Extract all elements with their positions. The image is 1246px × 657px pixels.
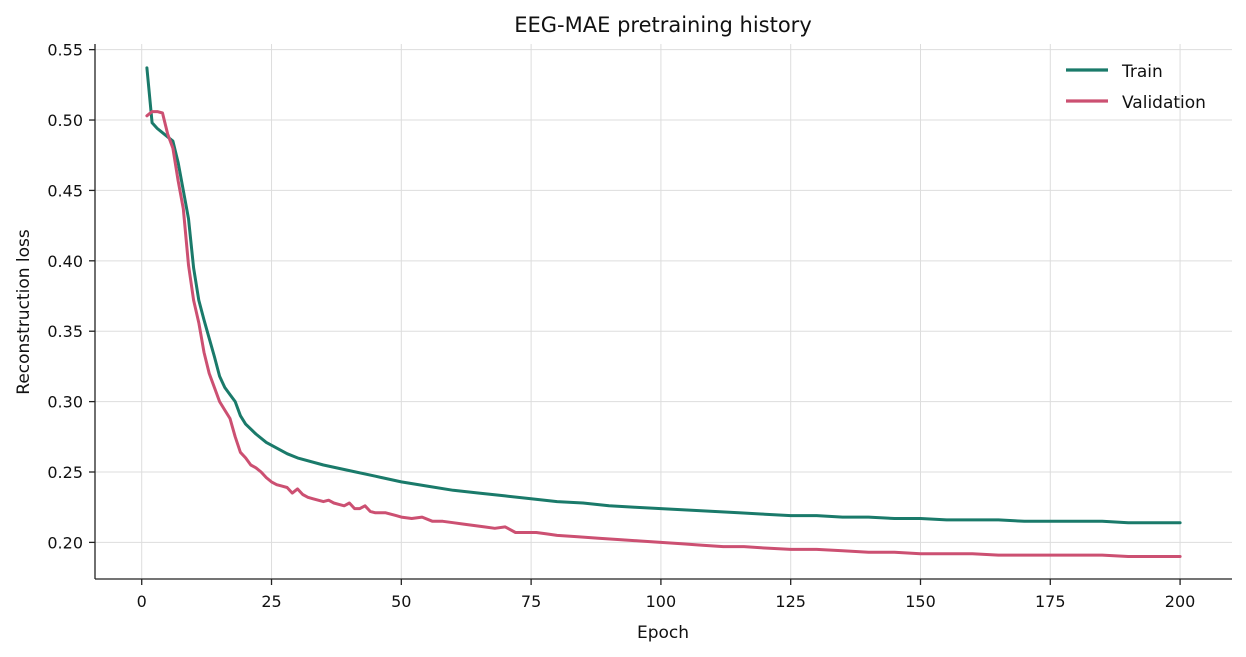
y-tick-label: 0.30 [47, 393, 83, 412]
legend-label-validation: Validation [1122, 93, 1206, 113]
y-tick-label: 0.35 [47, 322, 83, 341]
axes [94, 44, 1232, 580]
y-tick-label: 0.20 [47, 533, 83, 552]
legend: Train Validation [1066, 62, 1206, 113]
series-line-validation [145, 110, 1182, 558]
chart-title: EEG-MAE pretraining history [514, 13, 812, 37]
x-axis-label: Epoch [637, 623, 689, 643]
y-tick-label: 0.55 [47, 41, 83, 60]
y-tick-label: 0.45 [47, 181, 83, 200]
x-tick-label: 100 [646, 592, 677, 611]
x-tick-label: 175 [1035, 592, 1066, 611]
x-tick-label: 200 [1165, 592, 1196, 611]
series-line-train [145, 66, 1182, 525]
ticks: 0 25 50 75 100 125 150 175 200 0.20 0.25 0.30 0.35 0.… [47, 41, 1195, 611]
x-tick-label: 125 [775, 592, 806, 611]
series-lines [145, 66, 1182, 558]
y-axis-label: Reconstruction loss [14, 229, 34, 395]
grid-lines [95, 44, 1232, 579]
legend-label-train: Train [1121, 62, 1163, 82]
x-tick-label: 50 [391, 592, 411, 611]
y-tick-label: 0.40 [47, 252, 83, 271]
y-tick-label: 0.50 [47, 111, 83, 130]
y-tick-label: 0.25 [47, 463, 83, 482]
x-tick-label: 75 [521, 592, 541, 611]
x-tick-label: 25 [261, 592, 281, 611]
x-tick-label: 0 [137, 592, 147, 611]
x-tick-label: 150 [905, 592, 936, 611]
